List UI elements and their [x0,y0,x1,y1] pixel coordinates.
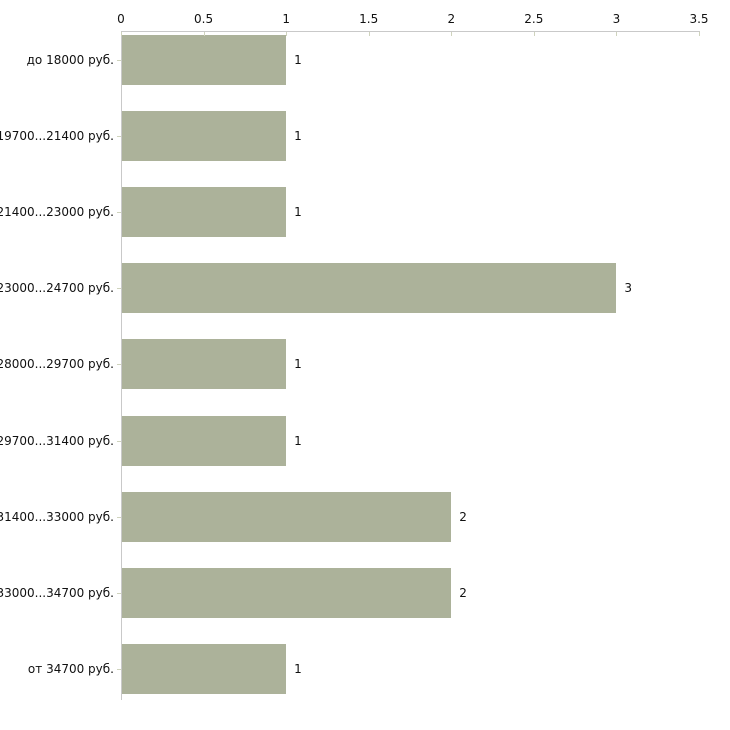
category-label: 29700...31400 руб. [0,433,114,448]
y-tick [117,668,121,670]
x-tick [368,32,370,36]
category-label: до 18000 руб. [26,53,114,67]
x-tick [616,32,618,36]
value-label: 3 [624,281,633,296]
bar-row: 31400...33000 руб. 2 [0,491,699,542]
y-tick [117,60,121,61]
category-label: 31400...33000 руб. [0,509,114,524]
x-axis-line [121,31,700,32]
bar [121,339,287,390]
bar-row: от 34700 руб. 1 [28,643,699,694]
y-tick [117,592,121,594]
bar-row: 21400...23000 руб. 1 [0,187,699,238]
value-label: 2 [459,585,467,600]
value-label: 1 [294,53,302,67]
y-axis-line [121,31,122,700]
bar [121,187,287,238]
category-label: 19700...21400 руб. [0,129,114,144]
category-label: 21400...23000 руб. [0,205,114,220]
bar [121,491,452,542]
y-tick [117,440,121,442]
x-tick [121,32,122,36]
value-label: 1 [294,433,302,448]
y-tick [117,516,121,518]
bar [121,263,617,314]
value-label: 1 [294,357,302,372]
x-tick-label: 1.5 [359,12,379,26]
y-tick [117,136,121,138]
x-tick-label: 3 [612,12,621,26]
x-tick-label: 2 [447,12,456,26]
value-label: 1 [294,661,302,676]
category-label: 33000...34700 руб. [0,585,114,600]
x-tick-label: 0.5 [194,12,214,26]
x-tick-label: 2.5 [524,12,544,26]
value-label: 2 [459,509,467,524]
bar [121,35,287,85]
y-tick [117,288,121,290]
x-tick [699,32,700,36]
bar-row: 29700...31400 руб. 1 [0,415,699,466]
x-tick [451,32,453,36]
bar [121,111,287,162]
category-label: от 34700 руб. [27,661,114,676]
bar-row: 33000...34700 руб. 2 [0,567,699,618]
x-tick-label: 0 [117,12,125,26]
category-label: 28000...29700 руб. [0,357,114,372]
y-tick [117,364,121,366]
bar [121,567,452,618]
bar-row: до 18000 руб. 1 [27,35,699,85]
value-label: 1 [294,129,302,144]
x-tick-label: 3.5 [689,12,709,26]
bar-row: 19700...21400 руб. 1 [0,111,699,162]
x-tick [533,32,535,36]
x-tick [203,32,205,36]
bar-row: 23000...24700 руб. 3 [0,263,699,314]
x-tick-label: 1 [282,12,290,26]
category-label: 23000...24700 руб. [0,281,114,296]
plot-area: 0 0.5 1 1.5 2 2.5 3 3.5 до 18000 руб. 1 19700...21… [0,12,709,700]
bar [121,643,287,694]
value-label: 1 [294,205,302,220]
x-tick [286,32,288,36]
bar [121,415,287,466]
y-tick [117,212,121,214]
bar-row: 28000...29700 руб. 1 [0,339,699,390]
